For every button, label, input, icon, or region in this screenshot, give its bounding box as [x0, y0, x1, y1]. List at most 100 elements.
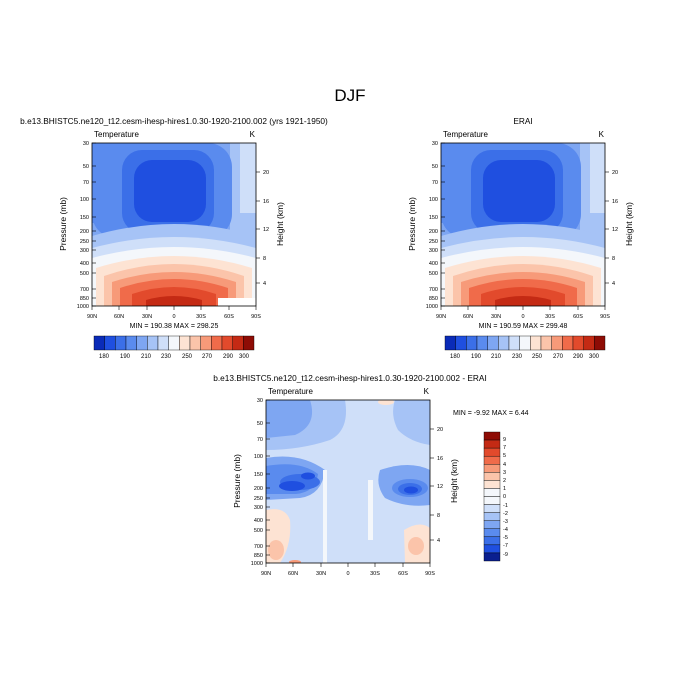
figure-title: DJF	[334, 86, 365, 105]
panel-diff-field	[266, 400, 430, 563]
panel-erai-ytick: 500	[429, 271, 438, 277]
panel-diff-ytick: 700	[254, 544, 263, 550]
panel-model-cbar-label: 180	[99, 354, 110, 360]
panel-diff-cbar-label: 4	[503, 462, 506, 468]
panel-model-cbar-label: 230	[161, 354, 172, 360]
panel-model-ytick: 200	[80, 229, 89, 235]
panel-diff-y2tick: 12	[437, 484, 443, 490]
panel-erai-cbar-label: 230	[512, 354, 523, 360]
panel-diff-colorbar-swatch	[483, 472, 501, 481]
panel-erai-y2tick: 12	[612, 227, 618, 233]
panel-erai-y2tick: 20	[612, 170, 618, 176]
panel-model-cbar-label: 300	[239, 354, 250, 360]
panel-erai-xtick: 60N	[463, 314, 473, 320]
panel-model-colorbar-swatch	[179, 335, 191, 351]
panel-diff-y2tick: 8	[437, 513, 440, 519]
panel-erai-xtick: 0	[521, 314, 524, 320]
panel-model-ytick: 150	[80, 215, 89, 221]
panel-erai-ytick: 70	[432, 180, 438, 186]
panel-erai-colorbar-swatch	[455, 335, 467, 351]
panel-erai-cbar-label: 300	[589, 354, 600, 360]
panel-erai-left-label: Temperature	[443, 130, 488, 139]
panel-diff-ytick: 100	[254, 454, 263, 460]
panel-model-ytick: 30	[83, 141, 89, 147]
panel-model-ytick: 400	[80, 261, 89, 267]
panel-diff-xtick: 30N	[316, 571, 326, 577]
panel-erai-y2tick: 16	[612, 199, 618, 205]
panel-diff-ytick: 1000	[251, 561, 263, 567]
panel-diff-ylabel: Pressure (mb)	[232, 454, 242, 508]
panel-model-colorbar-swatch	[93, 335, 105, 351]
panel-erai-y2tick: 8	[612, 256, 615, 262]
panel-model-ytick: 300	[80, 248, 89, 254]
panel-model-colorbar-swatch	[125, 335, 137, 351]
panel-diff-cbar-label: 0	[503, 494, 506, 500]
panel-erai-right-label: K	[599, 130, 605, 139]
panel-erai-colorbar-swatch	[508, 335, 520, 351]
panel-erai-colorbar-swatch	[519, 335, 531, 351]
panel-diff-xtick: 30S	[370, 571, 380, 577]
panel-diff-xtick: 60S	[398, 571, 408, 577]
panel-erai-colorbar-swatch	[551, 335, 563, 351]
panel-diff-ytick: 200	[254, 486, 263, 492]
panel-erai-ytick: 200	[429, 229, 438, 235]
panel-erai-ytick: 50	[432, 164, 438, 170]
panel-model-colorbar-swatch	[115, 335, 127, 351]
panel-model-colorbar-swatch	[221, 335, 233, 351]
panel-diff-ytick: 250	[254, 496, 263, 502]
panel-model-y2tick: 20	[263, 170, 269, 176]
panel-diff-xtick: 0	[346, 571, 349, 577]
panel-model-y2tick: 12	[263, 227, 269, 233]
panel-diff-colorbar-swatch	[483, 536, 501, 546]
panel-diff-colorbar-swatch	[483, 520, 501, 529]
panel-diff-cbar-label: 7	[503, 445, 506, 451]
panel-erai-cbar-label: 290	[573, 354, 584, 360]
panel-diff-colorbar-labels: 9 7 5 4 3 2 1 0 -1 -2 -3 -4 -5 -7 -9	[503, 437, 508, 558]
panel-erai-ytick: 30	[432, 141, 438, 147]
panel-model-ytick: 70	[83, 180, 89, 186]
panel-model-cbar-label: 290	[223, 354, 234, 360]
panel-model-colorbar-swatch	[147, 335, 159, 351]
panel-model-xtick: 90S	[251, 314, 261, 320]
panel-model-colorbar-swatch	[211, 335, 223, 351]
panel-diff-y2label: Height (km)	[449, 459, 459, 503]
panel-diff-cbar-label: -9	[503, 552, 508, 558]
panel-model-colorbar-swatch	[232, 335, 244, 351]
panel-erai-cbar-label: 250	[532, 354, 543, 360]
panel-model-y2-axis: 20 16 12 8 4	[256, 170, 269, 287]
panel-diff-cbar-label: -7	[503, 543, 508, 549]
panel-model-xtick: 60S	[224, 314, 234, 320]
panel-erai-ytick: 1000	[426, 304, 438, 310]
panel-model-cbar-label: 270	[202, 354, 213, 360]
panel-diff-cbar-label: -3	[503, 519, 508, 525]
panel-model-xtick: 30N	[142, 314, 152, 320]
panel-erai-colorbar-swatch	[498, 335, 510, 351]
panel-model-xtick: 90N	[87, 314, 97, 320]
panel-model-colorbar-swatch	[168, 335, 180, 351]
panel-model-x-axis: 90N 60N 30N 0 30S 60S 90S	[87, 306, 261, 320]
panel-diff-left-label: Temperature	[268, 387, 313, 396]
panel-model-ytick: 500	[80, 271, 89, 277]
panel-model-cbar-label: 250	[182, 354, 193, 360]
panel-diff-xtick: 90N	[261, 571, 271, 577]
panel-diff-cbar-label: 2	[503, 478, 506, 484]
panel-erai-cbar-label: 270	[553, 354, 564, 360]
panel-model-colorbar-swatch	[104, 335, 116, 351]
panel-model-ylabel: Pressure (mb)	[58, 197, 68, 251]
panel-diff-y-axis: 30 50 70 100 150 200 250 300 400 500 700…	[251, 398, 270, 567]
panel-diff-colorbar-swatch	[483, 504, 501, 513]
panel-diff-colorbar-swatch	[483, 464, 501, 473]
panel-diff-cbar-label: -1	[503, 503, 508, 509]
panel-erai-ytick: 700	[429, 287, 438, 293]
panel-diff-ytick: 70	[257, 437, 263, 443]
panel-model-xtick: 30S	[196, 314, 206, 320]
panel-erai-colorbar-swatch	[530, 335, 542, 351]
panel-erai-colorbar	[444, 335, 606, 351]
panel-erai-y2label: Height (km)	[624, 202, 634, 246]
panel-model-xtick: 60N	[114, 314, 124, 320]
panel-diff-colorbar-swatch	[483, 544, 501, 554]
panel-erai-xtick: 90S	[600, 314, 610, 320]
panel-model-stats: MIN = 190.38 MAX = 298.25	[130, 323, 219, 330]
panel-diff-colorbar-swatch	[483, 496, 501, 505]
